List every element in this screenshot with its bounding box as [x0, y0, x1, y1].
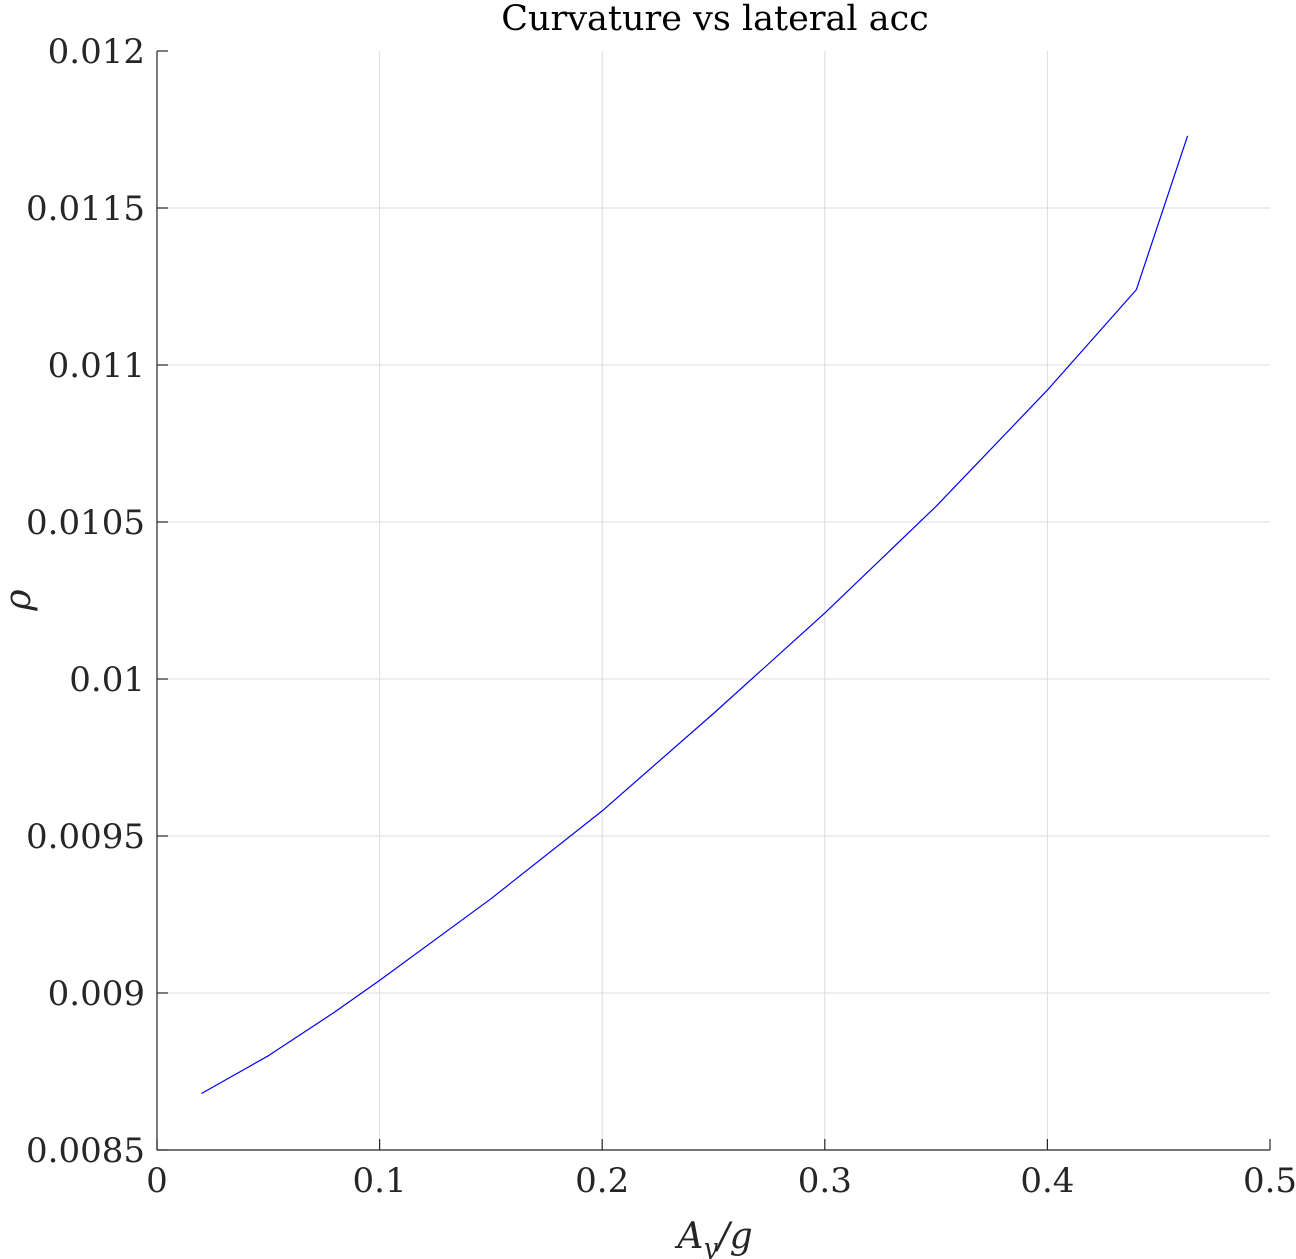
- x-axis-label-sub: y: [702, 1233, 718, 1259]
- y-tick-label: 0.0085: [26, 1131, 145, 1171]
- axes: [156, 50, 1271, 1151]
- y-tick-label: 0.0105: [26, 503, 145, 543]
- y-axis-label: ρ: [0, 589, 39, 611]
- x-tick-label: 0.5: [1243, 1161, 1296, 1201]
- x-tick-label: 0.3: [798, 1161, 852, 1201]
- chart-title: Curvature vs lateral acc: [501, 0, 929, 39]
- x-axis-label: Ay/g: [674, 1216, 752, 1259]
- x-tick-label: 0.4: [1020, 1161, 1074, 1201]
- y-tick-label: 0.009: [48, 974, 145, 1014]
- x-tick-label: 0.2: [575, 1161, 629, 1201]
- y-tick-label: 0.011: [48, 346, 145, 386]
- x-axis-label-tail: /g: [714, 1216, 752, 1257]
- x-axis-label-main: A: [674, 1216, 703, 1257]
- x-tick-label: 0: [146, 1161, 168, 1201]
- tick-labels: 0 0.1 0.2 0.3 0.4 0.5 0.0085 0.009 0.0095 0.01 0.0…: [26, 32, 1296, 1201]
- y-tick-label: 0.012: [48, 32, 145, 72]
- series-line: [201, 135, 1189, 1095]
- y-tick-label: 0.0115: [26, 189, 145, 229]
- series-layer: [201, 135, 1189, 1095]
- grid: [157, 51, 1270, 1150]
- y-tick-label: 0.0095: [26, 817, 145, 857]
- x-tick-label: 0.1: [353, 1161, 407, 1201]
- y-tick-label: 0.01: [69, 660, 145, 700]
